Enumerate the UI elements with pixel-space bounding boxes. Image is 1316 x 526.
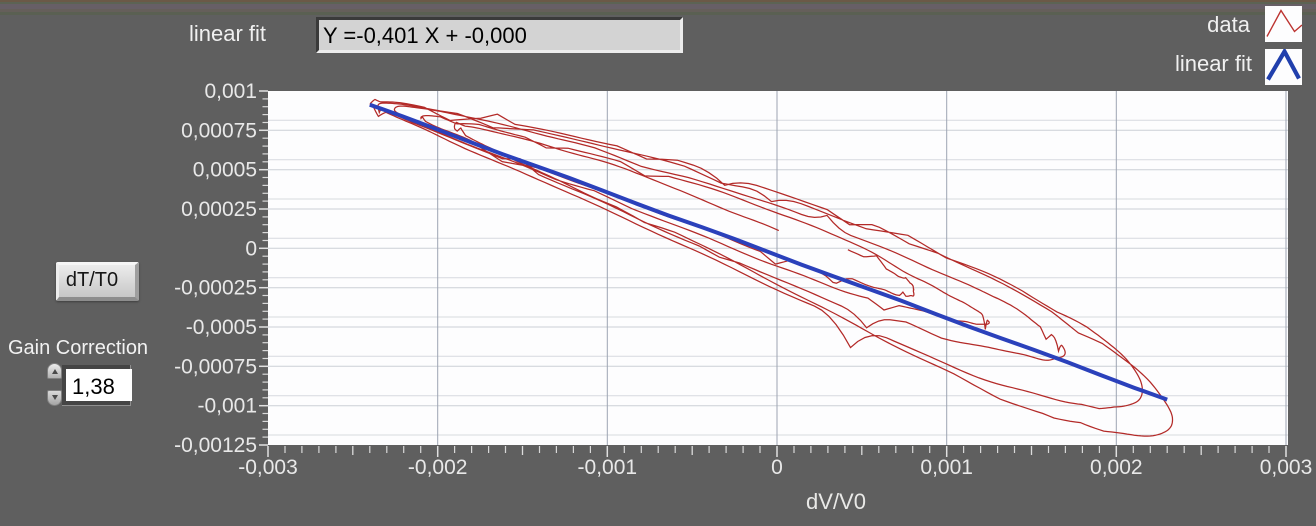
svg-text:0,00025: 0,00025 xyxy=(181,198,257,221)
svg-text:-0,002: -0,002 xyxy=(408,456,468,479)
svg-text:0: 0 xyxy=(771,456,783,479)
svg-text:-0,00075: -0,00075 xyxy=(174,355,257,378)
svg-text:-0,00125: -0,00125 xyxy=(174,434,257,457)
svg-text:0,001: 0,001 xyxy=(204,80,257,103)
svg-text:0,00075: 0,00075 xyxy=(181,119,257,142)
svg-text:-0,003: -0,003 xyxy=(238,456,298,479)
svg-text:0: 0 xyxy=(245,237,257,260)
svg-text:0,0005: 0,0005 xyxy=(193,159,257,182)
svg-text:-0,001: -0,001 xyxy=(578,456,638,479)
svg-text:-0,00025: -0,00025 xyxy=(174,277,257,300)
svg-text:-0,0005: -0,0005 xyxy=(186,316,257,339)
svg-text:dV/V0: dV/V0 xyxy=(806,489,866,514)
svg-text:0,002: 0,002 xyxy=(1090,456,1143,479)
svg-text:-0,001: -0,001 xyxy=(197,395,257,418)
svg-text:0,003: 0,003 xyxy=(1260,456,1313,479)
svg-text:0,001: 0,001 xyxy=(920,456,973,479)
